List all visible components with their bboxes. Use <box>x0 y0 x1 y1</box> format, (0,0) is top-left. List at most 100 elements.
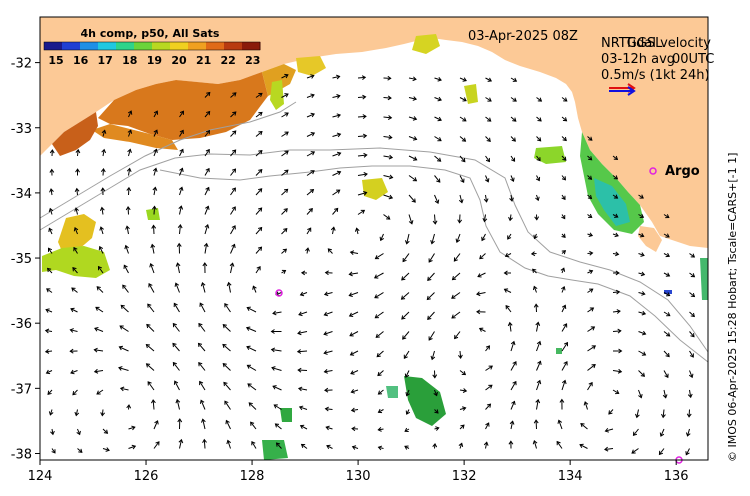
current-arrow-head <box>615 270 620 276</box>
current-arrow-head <box>635 413 640 419</box>
current-arrow <box>689 311 695 317</box>
current-arrow-head <box>222 362 227 368</box>
current-arrow-head <box>559 398 565 403</box>
current-arrow-head <box>690 273 696 278</box>
current-arrow-head <box>330 226 336 231</box>
current-arrow-head <box>175 262 181 267</box>
current-arrow <box>556 441 563 449</box>
current-arrow-head <box>103 429 109 434</box>
current-arrow <box>332 133 341 137</box>
current-arrow <box>147 303 155 313</box>
current-arrow <box>485 77 492 82</box>
current-arrow <box>689 331 695 338</box>
current-arrow <box>350 251 359 254</box>
current-arrow-head <box>202 262 208 267</box>
current-arrow-head <box>284 131 289 136</box>
current-arrow <box>383 97 392 99</box>
current-arrow <box>456 233 461 243</box>
current-arrow <box>476 292 486 295</box>
current-arrow-head <box>354 227 360 232</box>
current-arrow-head <box>153 148 158 153</box>
current-arrow-head <box>336 74 341 80</box>
current-arrow-head <box>126 167 132 173</box>
current-arrow-head <box>462 77 467 82</box>
current-arrow-head <box>172 361 177 367</box>
current-arrow-head <box>532 268 537 273</box>
y-tick-label: -33 <box>11 122 32 137</box>
current-arrow-head <box>174 282 180 287</box>
current-arrow-head <box>362 114 367 119</box>
current-arrow-head <box>412 76 417 82</box>
current-arrow <box>126 226 129 235</box>
argo-float-marker <box>275 289 283 297</box>
current-arrow-head <box>640 271 646 277</box>
current-arrow-head <box>246 345 251 351</box>
current-arrow-head <box>484 178 490 183</box>
current-product-name: NRTGGSL <box>601 36 663 51</box>
current-arrow <box>230 206 236 215</box>
current-arrow-head <box>49 188 54 193</box>
current-arrow-head <box>377 408 383 414</box>
current-arrow <box>374 292 384 299</box>
current-arrow <box>281 248 287 254</box>
current-arrow-head <box>477 273 482 278</box>
current-arrow-head <box>374 294 379 299</box>
current-arrow-head <box>336 170 342 176</box>
current-arrow-head <box>226 281 232 287</box>
current-arrow-head <box>432 220 438 225</box>
current-arrow <box>306 151 315 157</box>
land-mainland <box>40 17 708 248</box>
current-arrow-head <box>478 327 484 332</box>
current-arrow-head <box>512 77 518 82</box>
current-arrow-head <box>561 176 566 181</box>
current-arrow <box>349 272 359 275</box>
current-arrow <box>102 149 105 157</box>
current-arrow <box>306 208 313 215</box>
current-arrow-head <box>177 418 183 423</box>
current-arrow-head <box>487 97 492 102</box>
current-arrow-head <box>614 213 619 218</box>
current-arrow-head <box>201 418 206 423</box>
plot-frame <box>39 16 709 461</box>
current-arrow <box>485 116 492 122</box>
current-arrow <box>176 399 180 410</box>
current-arrow-head <box>451 314 456 319</box>
current-arrow <box>45 350 53 353</box>
current-arrow-head <box>224 303 229 308</box>
current-arrow <box>383 155 393 159</box>
current-arrow <box>561 361 568 371</box>
current-arrow <box>536 155 541 162</box>
current-arrow <box>96 286 104 293</box>
current-arrow <box>204 92 211 98</box>
current-arrow <box>536 322 539 332</box>
current-arrow-head <box>482 217 488 223</box>
current-arrow-head <box>437 157 442 162</box>
current-arrow-head <box>223 381 228 387</box>
current-arrow-head <box>94 327 99 332</box>
current-arrow <box>427 272 435 281</box>
current-arrow-head <box>231 225 236 230</box>
current-arrow <box>459 77 467 82</box>
current-arrow-head <box>562 136 567 142</box>
current-arrow-head <box>461 137 467 142</box>
current-arrow <box>46 370 53 374</box>
current-arrow <box>536 175 540 181</box>
current-arrow-head <box>512 117 517 122</box>
current-arrow <box>281 74 289 79</box>
current-product-alt: Tidal velocity <box>624 36 711 51</box>
current-arrow <box>228 282 231 293</box>
current-arrow-head <box>258 188 263 193</box>
current-arrow <box>434 194 439 204</box>
current-arrow-head <box>131 425 136 431</box>
colorbar-tick-label: 22 <box>221 54 236 67</box>
current-arrow-head <box>485 157 490 163</box>
current-arrow <box>297 331 308 334</box>
current-arrow <box>434 389 438 396</box>
current-arrow <box>408 116 417 120</box>
current-arrow-head <box>173 380 179 385</box>
current-arrow <box>453 253 461 262</box>
current-arrow <box>198 323 206 332</box>
current-arrow-head <box>476 291 481 297</box>
current-arrow-head <box>530 251 536 257</box>
current-arrow <box>685 448 690 455</box>
